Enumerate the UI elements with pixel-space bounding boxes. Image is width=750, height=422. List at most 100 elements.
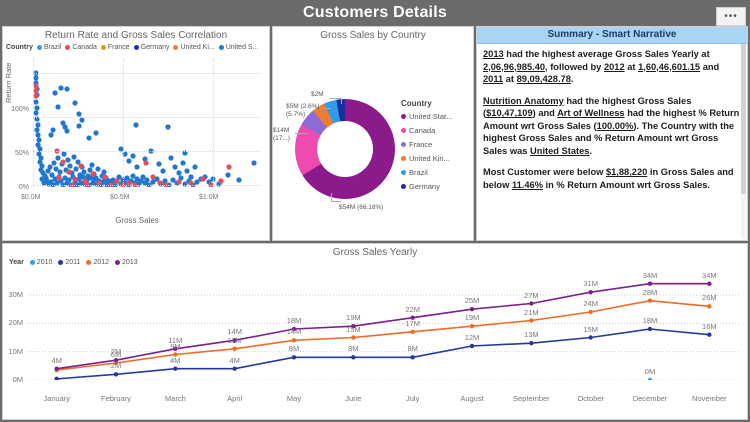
ellipsis-icon[interactable]: ••• — [716, 7, 746, 26]
donut-legend-label-canada: Canada — [409, 126, 436, 135]
dashboard-header: Customers Details — [0, 0, 750, 26]
legend-label-france: France — [107, 44, 130, 51]
line-chart-value-label: 7M — [110, 347, 122, 357]
donut-label-united-states: $54M (66.18%) — [339, 204, 384, 211]
line-chart-y-tick-30M: 30M — [8, 290, 23, 299]
legend-item-2011[interactable]: 2011 — [58, 259, 80, 266]
legend-label-2010: 2010 — [36, 259, 53, 266]
donut-legend-item-germany[interactable]: Germany — [401, 182, 452, 191]
scatter-points-layer — [33, 59, 261, 187]
donut-legend-item-canada[interactable]: Canada — [401, 126, 452, 135]
legend-item-united-kingdom[interactable]: United Ki... — [173, 44, 215, 51]
line-chart-value-label: 15M — [583, 324, 598, 334]
legend-item-canada[interactable]: Canada — [65, 44, 97, 51]
line-chart-value-label: 4M — [229, 355, 240, 365]
legend-item-2010[interactable]: 2010 — [29, 259, 53, 266]
summary-title: Summary - Smart Narrative — [477, 27, 747, 44]
summary-scroll-thumb[interactable] — [741, 44, 746, 194]
legend-item-brazil[interactable]: Brazil — [36, 44, 61, 51]
legend-swatch-germany — [133, 45, 139, 50]
line-chart-value-label: 14M — [286, 327, 302, 337]
summary-p3-sales-threshold: $1,88,220 — [605, 167, 648, 178]
line-chart-x-tick-june: June — [345, 394, 362, 403]
donut-legend-item-france[interactable]: France — [401, 140, 452, 149]
donut-legend: Country United Stat... Canada France Uni… — [401, 99, 452, 196]
line-chart-x-tick-december: December — [632, 394, 668, 403]
scatter-x-tick-05: $0.5M — [110, 194, 130, 201]
line-chart-value-label: 12M — [464, 333, 480, 342]
line-chart-x-tick-september: September — [512, 394, 550, 403]
legend-swatch-united-kingdom — [173, 45, 179, 50]
scatter-y-tick-0: 0% — [18, 184, 29, 191]
summary-p3-return-threshold: 11.46% — [511, 179, 543, 190]
legend-item-germany[interactable]: Germany — [133, 44, 170, 51]
scatter-chart-card: Return Rate and Gross Sales Correlation … — [2, 26, 270, 241]
summary-p1-year-2013: 2013 — [483, 49, 504, 59]
line-chart-value-label: 22M — [405, 304, 420, 314]
summary-p1-t4: and — [700, 61, 720, 72]
line-chart-plot-area[interactable]: 0M 10M 20M 30M January February March April May… — [3, 266, 749, 416]
scatter-y-axis-title: Return Rate — [4, 62, 13, 103]
line-legend-title: Year — [9, 259, 24, 266]
line-chart-value-label: 34M — [642, 270, 658, 280]
scatter-x-tick-10: $1.0M — [199, 194, 219, 201]
line-chart-card: Gross Sales Yearly Year 2010 2011 2012 2… — [2, 243, 748, 420]
donut-chart-area[interactable]: $54M (66.18%) $14M (17...) $5M (2.6%) (5… — [273, 41, 475, 236]
summary-p3-t1: Most Customer were below — [483, 167, 606, 178]
summary-p2-t5: . — [589, 145, 593, 156]
summary-p1-value-2013: 2,06,96,985.40 — [483, 61, 546, 72]
scatter-plot-area[interactable]: Return Rate 100% 50% 0% $0.0M $0.5M $1.0… — [3, 51, 271, 226]
line-chart-x-tick-may: May — [286, 394, 302, 403]
donut-legend-label-brazil: Brazil — [409, 168, 428, 177]
summary-p2-t1: had the highest Gross Sales ( — [483, 95, 692, 119]
summary-paragraph-1: 2013 had the highest average Gross Sales… — [483, 48, 741, 86]
legend-swatch-2011 — [58, 260, 64, 265]
legend-label-united-kingdom: United Ki... — [180, 44, 215, 51]
line-chart-value-label: 21M — [524, 307, 539, 317]
legend-item-france[interactable]: France — [100, 44, 130, 51]
legend-item-2013[interactable]: 2013 — [115, 259, 138, 266]
legend-item-2012[interactable]: 2012 — [86, 259, 109, 266]
donut-chart-card: Gross Sales by Country $54M (66.18%) $14… — [272, 26, 474, 241]
line-chart-value-label: 19M — [464, 313, 480, 323]
donut-label-uk: $2M — [311, 91, 324, 98]
line-chart-value-label: 24M — [583, 299, 598, 308]
line-chart-value-label: 16M — [702, 321, 717, 331]
line-chart-x-tick-july: July — [405, 394, 420, 403]
summary-p2-top-sales: $10,47,109 — [486, 108, 533, 119]
summary-p2-t2: ) and — [532, 108, 558, 119]
line-chart-value-label: 25M — [464, 296, 480, 306]
summary-p1-value-2012: 1,60,46,601.15 — [638, 61, 701, 72]
line-chart-x-tick-november: November — [692, 394, 727, 403]
line-chart-value-label: 4M — [51, 355, 62, 365]
donut-label-canada-pct: (17...) — [273, 135, 290, 142]
summary-text[interactable]: 2013 had the highest average Gross Sales… — [477, 44, 747, 191]
summary-scrollbar[interactable] — [741, 44, 746, 239]
donut-legend-item-united-kingdom[interactable]: United Kin... — [401, 154, 452, 163]
legend-item-united-states[interactable]: United S... — [218, 44, 258, 51]
line-chart-value-label: 34M — [702, 270, 717, 280]
donut-legend-item-brazil[interactable]: Brazil — [401, 168, 452, 177]
line-chart-value-label: 0M — [644, 367, 656, 376]
summary-p2-return-pct: 100.00% — [596, 120, 634, 131]
donut-legend-label-france: France — [409, 140, 433, 149]
line-chart-series-layer — [27, 278, 739, 380]
line-chart-value-label: 8M — [348, 344, 359, 354]
legend-label-2013: 2013 — [122, 259, 138, 266]
line-chart-value-label: 19M — [346, 313, 361, 323]
summary-p1-value-2011: 89,09,428.78 — [516, 74, 571, 85]
summary-p3-t2: in Gross Sales and below — [483, 167, 734, 190]
page-title: Customers Details — [303, 4, 447, 21]
line-chart-x-tick-march: March — [164, 394, 186, 403]
line-chart-x-tick-april: April — [227, 394, 243, 403]
line-chart-value-label: 11M — [168, 335, 183, 345]
line-chart-value-label: 27M — [524, 290, 539, 300]
legend-swatch-canada — [65, 45, 71, 50]
summary-p3-t3: in % Return Amount wrt Gross Sales. — [542, 179, 710, 190]
donut-legend-item-united-states[interactable]: United Stat... — [401, 112, 452, 121]
legend-label-germany: Germany — [140, 44, 170, 51]
scatter-y-tick-100: 100% — [11, 106, 29, 113]
line-chart-value-label: 8M — [288, 344, 300, 354]
line-chart-x-tick-october: October — [577, 394, 604, 403]
